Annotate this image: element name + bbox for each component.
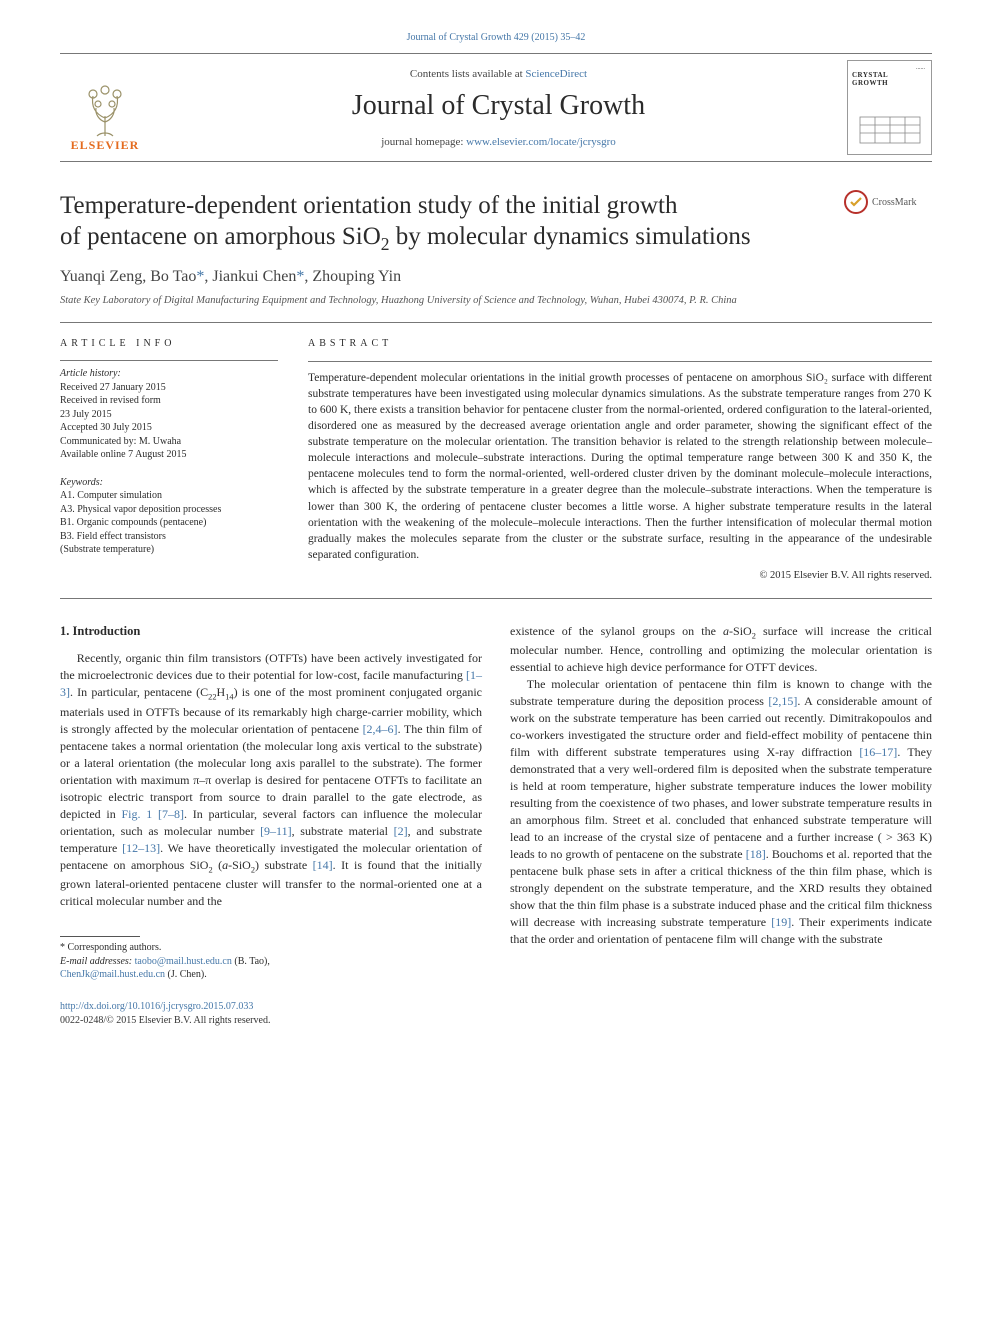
journal-cover-thumb: ...... CRYSTAL GROWTH <box>847 60 932 155</box>
divider <box>308 361 932 362</box>
body-paragraph: The molecular orientation of pentacene t… <box>510 676 932 949</box>
email-link[interactable]: taobo@mail.hust.edu.cn <box>135 956 232 967</box>
publisher-name: ELSEVIER <box>71 138 140 153</box>
keyword: B1. Organic compounds (pentacene) <box>60 516 278 530</box>
doi-link[interactable]: http://dx.doi.org/10.1016/j.jcrysgro.201… <box>60 1001 253 1012</box>
cover-graphic-icon <box>855 87 925 147</box>
abstract-text: Temperature-dependent molecular orientat… <box>308 370 932 563</box>
footnote-rule <box>60 936 140 937</box>
keyword: B3. Field effect transistors <box>60 530 278 544</box>
history-line: Received in revised form <box>60 394 278 408</box>
divider <box>60 360 278 361</box>
email-line: ChenJk@mail.hust.edu.cn (J. Chen). <box>60 968 482 982</box>
corresponding-note: * Corresponding authors. <box>60 941 482 955</box>
history-line: 23 July 2015 <box>60 408 278 422</box>
crossmark-label: CrossMark <box>872 197 916 208</box>
citation-link[interactable]: [16–17] <box>859 745 897 759</box>
email-line: E-mail addresses: taobo@mail.hust.edu.cn… <box>60 955 482 969</box>
citation-link[interactable]: [7–8] <box>158 807 184 821</box>
divider <box>60 161 932 162</box>
abstract-copyright: © 2015 Elsevier B.V. All rights reserved… <box>308 569 932 584</box>
sciencedirect-link[interactable]: ScienceDirect <box>525 68 587 80</box>
keyword: A3. Physical vapor deposition processes <box>60 503 278 517</box>
citation-link[interactable]: [2,4–6] <box>363 722 398 736</box>
running-header[interactable]: Journal of Crystal Growth 429 (2015) 35–… <box>60 32 932 43</box>
history-heading: Article history: <box>60 367 278 381</box>
keywords-heading: Keywords: <box>60 476 278 490</box>
history-line: Received 27 January 2015 <box>60 381 278 395</box>
history-line: Communicated by: M. Uwaha <box>60 435 278 449</box>
abstract-heading: abstract <box>308 337 932 351</box>
journal-homepage-link[interactable]: www.elsevier.com/locate/jcrysgro <box>466 136 616 148</box>
cover-label: CRYSTAL GROWTH <box>852 71 927 87</box>
citation-link[interactable]: [19] <box>771 915 791 929</box>
elsevier-tree-icon <box>75 78 135 138</box>
crossmark-icon <box>844 190 868 214</box>
journal-homepage-line: journal homepage: www.elsevier.com/locat… <box>150 136 847 148</box>
citation-link[interactable]: [2,15] <box>768 694 797 708</box>
article-info-heading: article info <box>60 337 278 351</box>
figure-link[interactable]: Fig. 1 <box>121 807 152 821</box>
keyword: (Substrate temperature) <box>60 543 278 557</box>
affiliation: State Key Laboratory of Digital Manufact… <box>60 294 932 308</box>
divider <box>60 322 932 323</box>
citation-link[interactable]: [1–3] <box>60 668 482 699</box>
citation-link[interactable]: [18] <box>746 847 766 861</box>
issn-copyright: 0022-0248/© 2015 Elsevier B.V. All right… <box>60 1014 482 1028</box>
body-paragraph: existence of the sylanol groups on the a… <box>510 623 932 676</box>
citation-link[interactable]: [12–13] <box>122 841 160 855</box>
publisher-logo: ELSEVIER <box>60 63 150 153</box>
article-title: Temperature-dependent orientation study … <box>60 190 844 256</box>
contents-available-line: Contents lists available at ScienceDirec… <box>150 68 847 80</box>
keyword: A1. Computer simulation <box>60 489 278 503</box>
citation-link[interactable]: [2] <box>394 824 408 838</box>
author-list: Yuanqi Zeng, Bo Tao*, Jiankui Chen*, Zho… <box>60 268 932 286</box>
masthead: ELSEVIER Contents lists available at Sci… <box>60 54 932 161</box>
divider <box>60 598 932 599</box>
citation-link[interactable]: [9–11] <box>260 824 292 838</box>
section-heading: 1. Introduction <box>60 623 482 641</box>
body-paragraph: Recently, organic thin film transistors … <box>60 650 482 910</box>
history-line: Accepted 30 July 2015 <box>60 421 278 435</box>
citation-link[interactable]: [14] <box>313 858 333 872</box>
history-line: Available online 7 August 2015 <box>60 448 278 462</box>
journal-title: Journal of Crystal Growth <box>150 90 847 122</box>
crossmark-badge[interactable]: CrossMark <box>844 190 932 214</box>
email-link[interactable]: ChenJk@mail.hust.edu.cn <box>60 969 165 980</box>
